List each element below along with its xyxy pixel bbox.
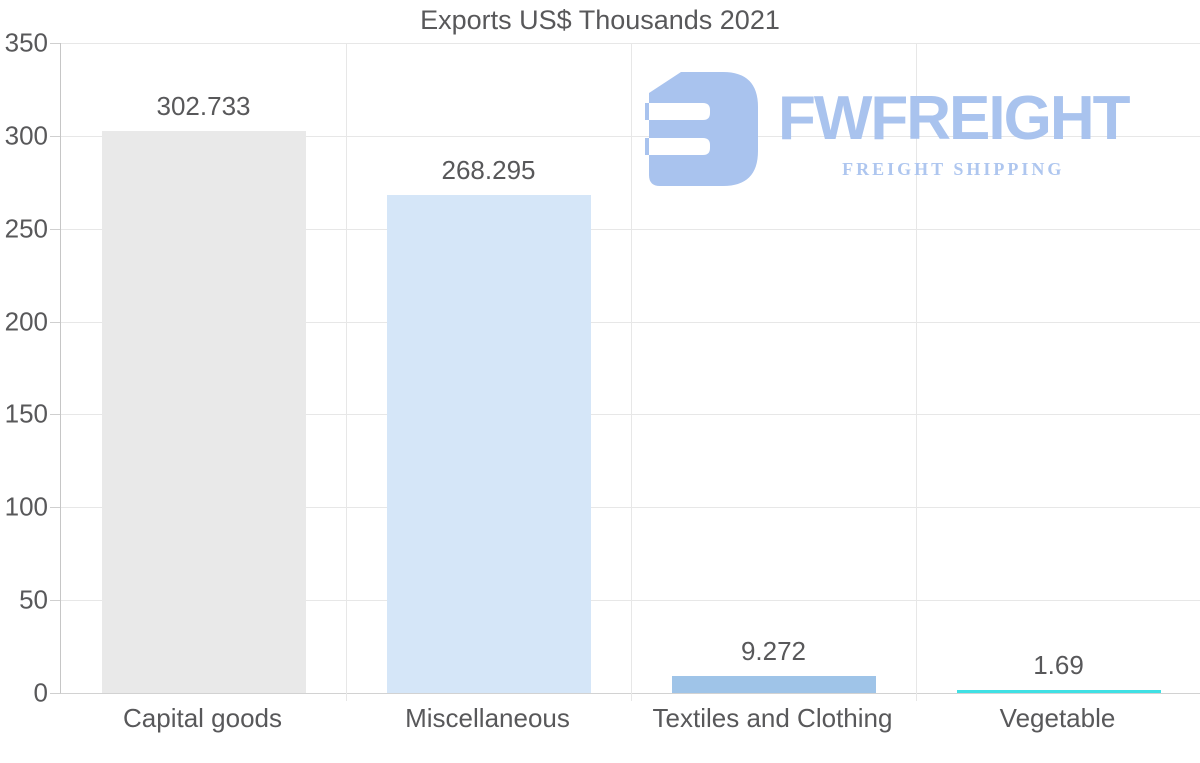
y-axis-tick [50,693,60,694]
bar-value-label: 9.272 [740,635,807,666]
x-category-label: Textiles and Clothing [652,703,893,733]
gridline-vertical [346,43,347,701]
x-category-label: Vegetable [999,703,1116,733]
gridline-horizontal [61,600,1200,602]
y-axis-tick [50,600,60,602]
gridlines-layer [61,43,1200,701]
bar-miscellaneous [386,194,591,693]
y-tick-label: 50 [19,584,48,615]
brand-tagline: FREIGHT SHIPPING [842,159,1065,179]
bar-capital-goods [101,130,306,693]
plot-area: 302.733 268.295 9.272 1.69 [60,43,1200,701]
brand-watermark: FWFREIGHT FREIGHT SHIPPING [645,72,1130,186]
brand-logo-icon [645,72,758,186]
y-axis-tick [50,43,60,44]
y-tick-label: 300 [4,120,48,151]
gridline-horizontal [61,321,1200,323]
chart-title: Exports US$ Thousands 2021 [420,5,780,35]
brand-name: FWFREIGHT [778,84,1130,153]
y-tick-label: 200 [4,306,48,337]
gridline-vertical [916,43,917,701]
bars-layer: 302.733 268.295 9.272 1.69 [61,43,1200,693]
gridline-horizontal [61,507,1200,509]
bar-value-label: 302.733 [156,90,251,121]
gridline-horizontal [61,414,1200,416]
y-axis-tick [50,321,60,323]
y-axis-tick [50,135,60,137]
bar-textiles-and-clothing [671,675,876,693]
x-category-label: Miscellaneous [405,703,570,733]
y-axis-tick [50,228,60,230]
y-axis-tick [50,507,60,509]
brand-text-block: FWFREIGHT FREIGHT SHIPPING [778,84,1130,180]
y-tick-label: 100 [4,491,48,522]
gridline-horizontal [61,135,1200,137]
gridline-vertical [631,43,632,701]
bar-vegetable [956,689,1161,693]
y-tick-label: 150 [4,398,48,429]
x-category-label: Capital goods [123,703,282,733]
bar-value-label: 1.69 [1033,649,1084,680]
bar-value-label: 268.295 [441,154,536,185]
y-tick-label: 250 [4,213,48,244]
gridline-horizontal [61,228,1200,230]
y-axis-tick [50,414,60,416]
y-tick-label: 0 [33,677,48,708]
gridline-horizontal [61,43,1200,44]
